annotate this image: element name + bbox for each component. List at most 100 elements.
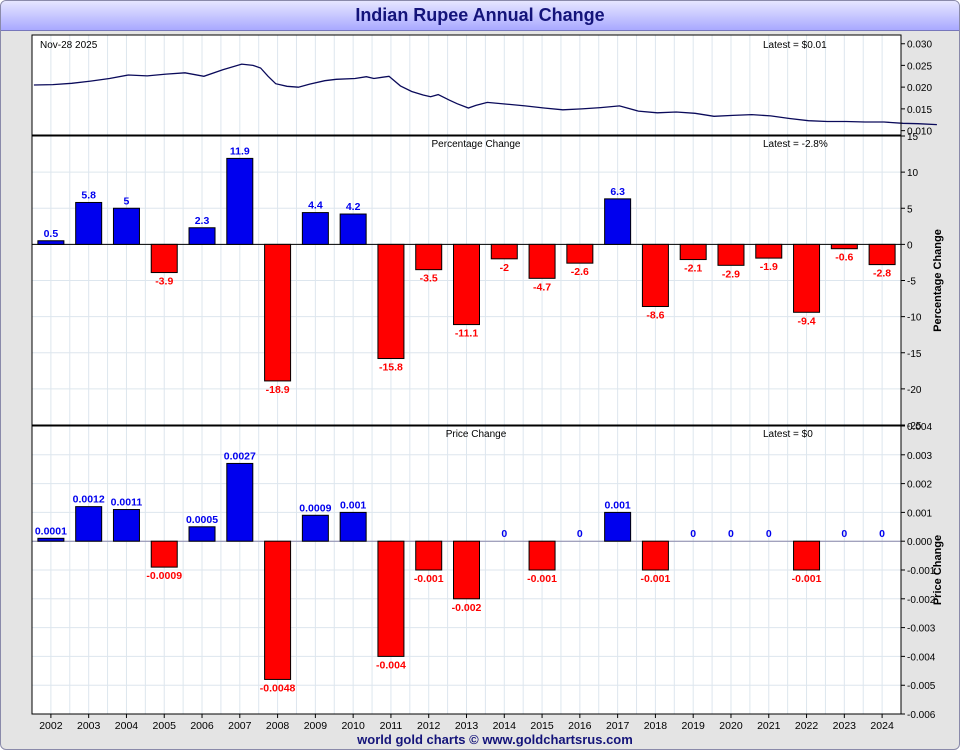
bar-2005 xyxy=(150,540,178,568)
bar-2004 xyxy=(112,207,140,245)
data-label-2006: 2.3 xyxy=(195,215,210,227)
footer-credit: world gold charts © www.goldchartsrus.co… xyxy=(357,732,633,747)
panel-title: Percentage Change xyxy=(432,139,521,150)
y-tick-label: 0.030 xyxy=(907,40,932,51)
y-tick-label: 0.001 xyxy=(907,508,932,519)
bar-2019 xyxy=(679,243,707,261)
data-label-2007: 0.0027 xyxy=(224,450,256,462)
data-label-2004: 5 xyxy=(124,195,130,207)
bar-2012 xyxy=(415,540,443,571)
bar-2007 xyxy=(226,462,254,542)
x-tick-label: 2020 xyxy=(719,720,743,732)
x-tick-label: 2017 xyxy=(606,720,630,732)
latest-label-price: Latest = $0.01 xyxy=(763,40,827,51)
data-label-2020: 0 xyxy=(728,528,734,540)
bar-2018 xyxy=(641,243,669,308)
data-label-2003: 0.0012 xyxy=(73,494,105,506)
y-tick-label: -0.004 xyxy=(907,652,936,663)
y-tick-label: -25 xyxy=(907,421,922,432)
data-label-2022: -0.001 xyxy=(792,573,822,585)
bar-2003 xyxy=(75,201,103,245)
bar-2006 xyxy=(188,227,216,245)
y-axis-label: Price Change xyxy=(932,535,944,605)
x-tick-label: 2008 xyxy=(266,720,290,732)
y-tick-label: -10 xyxy=(907,313,922,324)
bar-2007 xyxy=(226,157,254,245)
bar-2003 xyxy=(75,506,103,542)
data-label-2020: -2.9 xyxy=(722,268,740,280)
y-tick-label: 0.000 xyxy=(907,537,932,548)
price-line xyxy=(33,63,937,126)
bar-2009 xyxy=(301,514,329,542)
bar-2013 xyxy=(453,243,480,326)
y-tick-label: 0.015 xyxy=(907,105,932,116)
data-label-2007: 11.9 xyxy=(230,145,250,157)
y-tick-label: 5 xyxy=(907,204,913,215)
data-label-2021: -1.9 xyxy=(760,261,778,273)
data-label-2009: 0.0009 xyxy=(299,502,331,514)
data-label-2018: -8.6 xyxy=(646,310,664,322)
panel-2-border xyxy=(31,135,902,426)
x-tick-label: 2015 xyxy=(530,720,554,732)
data-label-2019: 0 xyxy=(690,528,696,540)
latest-label: Latest = $0 xyxy=(763,429,813,440)
title-bar: Indian Rupee Annual Change xyxy=(1,1,959,31)
bar-2022 xyxy=(793,243,821,313)
data-label-2011: -0.004 xyxy=(376,659,406,671)
data-label-2002: 0.0001 xyxy=(35,525,67,537)
data-label-2002: 0.5 xyxy=(44,228,59,240)
x-tick-label: 2014 xyxy=(493,720,517,732)
data-label-2009: 4.4 xyxy=(308,200,323,212)
data-label-2008: -18.9 xyxy=(266,384,290,396)
data-label-2024: 0 xyxy=(879,528,885,540)
data-label-2023: 0 xyxy=(841,528,847,540)
y-tick-label: -0.001 xyxy=(907,566,936,577)
y-tick-label: 0.010 xyxy=(907,127,932,138)
x-tick-label: 2018 xyxy=(644,720,668,732)
bar-2014 xyxy=(490,243,518,260)
data-label-2015: -4.7 xyxy=(533,281,551,293)
x-tick-label: 2024 xyxy=(870,720,894,732)
bar-2013 xyxy=(453,540,480,600)
bar-2022 xyxy=(793,540,821,571)
y-tick-label: 0.025 xyxy=(907,61,932,72)
y-tick-label: 0.020 xyxy=(907,83,932,94)
y-tick-label: 10 xyxy=(907,168,919,179)
bar-2004 xyxy=(112,509,140,542)
y-tick-label: 0 xyxy=(907,240,913,251)
data-label-2010: 4.2 xyxy=(346,201,361,213)
latest-label: Latest = -2.8% xyxy=(763,139,828,150)
x-tick-label: 2006 xyxy=(190,720,214,732)
data-label-2010: 0.001 xyxy=(340,499,366,511)
bar-2010 xyxy=(339,511,367,542)
data-label-2018: -0.001 xyxy=(641,573,671,585)
y-tick-label: -5 xyxy=(907,277,916,288)
x-tick-label: 2022 xyxy=(795,720,819,732)
bar-2020 xyxy=(717,243,745,266)
x-tick-label: 2002 xyxy=(39,720,63,732)
data-label-2003: 5.8 xyxy=(81,189,96,201)
bar-2008 xyxy=(264,540,292,680)
bar-2002 xyxy=(37,240,65,245)
data-label-2012: -0.001 xyxy=(414,573,444,585)
data-label-2019: -2.1 xyxy=(684,263,702,275)
bar-2011 xyxy=(377,243,405,360)
bar-2015 xyxy=(528,243,556,279)
bar-2015 xyxy=(528,540,556,571)
bar-2008 xyxy=(264,243,292,382)
x-tick-label: 2003 xyxy=(77,720,101,732)
bar-2016 xyxy=(566,243,594,264)
x-tick-label: 2004 xyxy=(115,720,139,732)
data-label-2017: 6.3 xyxy=(610,186,625,198)
data-label-2013: -0.002 xyxy=(452,602,482,614)
x-tick-label: 2012 xyxy=(417,720,441,732)
x-tick-label: 2011 xyxy=(380,720,403,732)
y-axis-label: Percentage Change xyxy=(932,229,944,332)
data-label-2016: 0 xyxy=(577,528,583,540)
x-tick-label: 2013 xyxy=(455,720,479,732)
x-tick-label: 2009 xyxy=(304,720,328,732)
data-label-2024: -2.8 xyxy=(873,268,891,280)
bar-2017 xyxy=(604,511,632,542)
